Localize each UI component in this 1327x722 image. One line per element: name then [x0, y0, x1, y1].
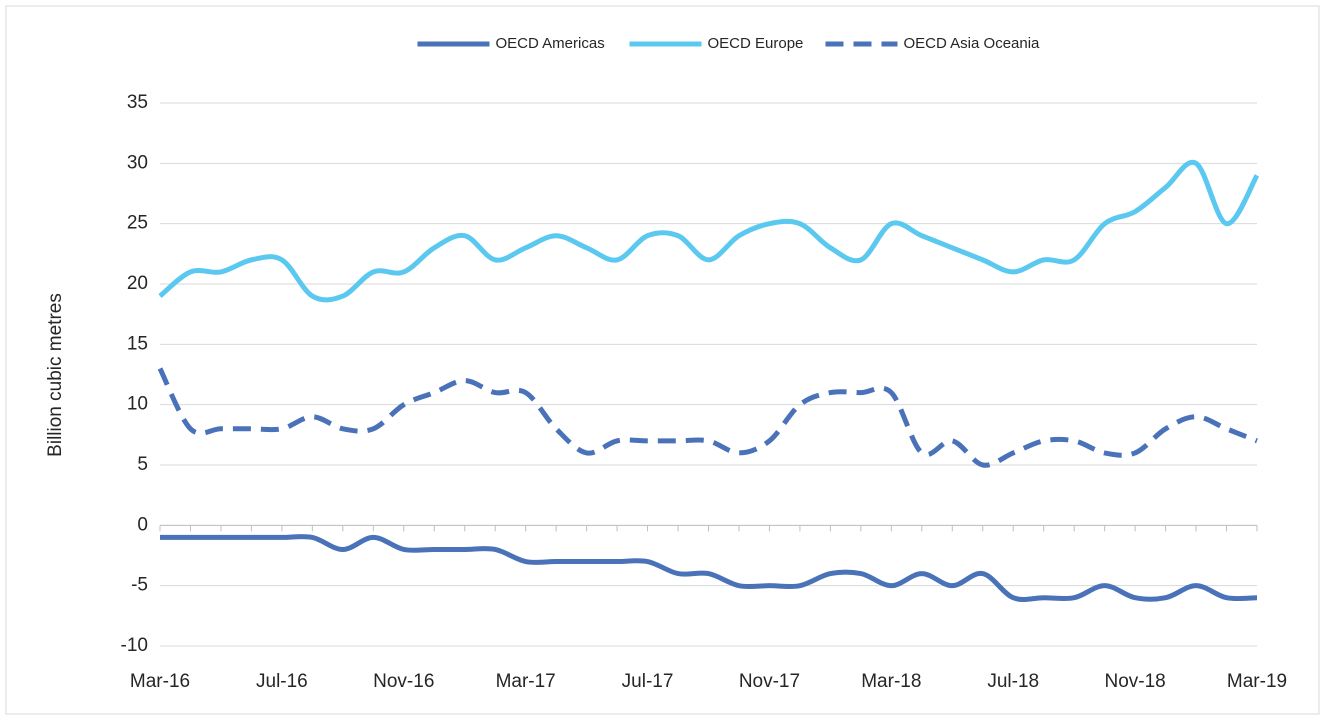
y-tick-label: 35 [127, 92, 148, 113]
x-tick-label: Mar-19 [1227, 671, 1287, 692]
series-line [157, 367, 1258, 468]
y-tick-label: 5 [137, 454, 148, 475]
legend-label: OECD Americas [496, 35, 605, 52]
y-tick-label: -5 [131, 575, 148, 596]
x-tick-label: Jul-17 [622, 671, 674, 692]
y-tick-label: 25 [127, 213, 148, 234]
y-tick-label: 10 [127, 394, 148, 415]
y-tick-label: 20 [127, 273, 148, 294]
x-tick-label: Nov-18 [1104, 671, 1165, 692]
x-tick-label: Mar-16 [130, 671, 190, 692]
y-tick-label: -10 [121, 635, 148, 656]
x-tick-label: Mar-17 [496, 671, 556, 692]
x-tick-label: Nov-16 [373, 671, 434, 692]
series-line [158, 159, 1260, 303]
chart-border [5, 5, 1320, 715]
x-tick-label: Jul-18 [987, 671, 1039, 692]
series-line [159, 534, 1258, 603]
y-tick-label: 15 [127, 333, 148, 354]
legend-label: OECD Europe [708, 35, 804, 52]
y-tick-label: 0 [137, 514, 148, 535]
x-tick-label: Nov-17 [739, 671, 800, 692]
y-axis-title: Billion cubic metres [45, 293, 66, 457]
x-tick-label: Mar-18 [861, 671, 921, 692]
y-tick-label: 30 [127, 152, 148, 173]
x-tick-label: Jul-16 [256, 671, 308, 692]
legend-label: OECD Asia Oceania [904, 35, 1041, 52]
